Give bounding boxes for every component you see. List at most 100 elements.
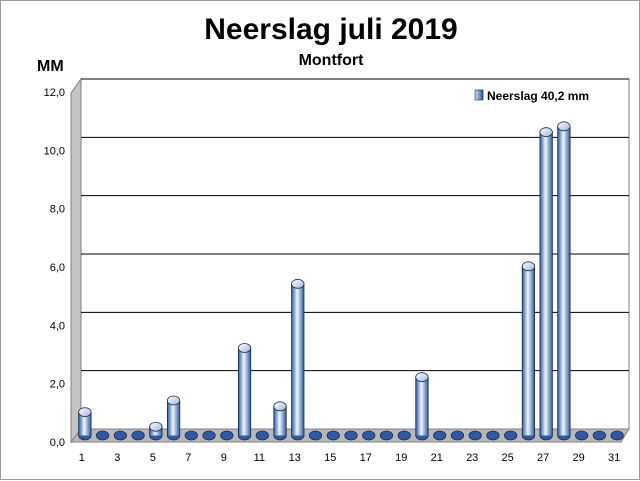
x-tick-label: 21 [431, 452, 443, 464]
bar-day-21 [433, 430, 447, 441]
x-tick-label: 25 [502, 452, 514, 464]
x-tick-label: 1 [79, 452, 85, 464]
bar-cap [521, 261, 536, 272]
bar-base [184, 430, 198, 441]
bar-base [362, 430, 376, 441]
bar-base [468, 430, 482, 441]
bar-cap [539, 127, 553, 138]
bar-day-22 [450, 430, 465, 441]
x-tick-label: 7 [185, 452, 191, 464]
bar-day-19 [397, 430, 411, 441]
bar-day-27 [539, 127, 553, 441]
bar-day-4 [131, 430, 145, 441]
y-tick-label: 10,0 [44, 145, 65, 157]
x-tick-label: 31 [608, 452, 620, 464]
bar-base [220, 430, 234, 441]
bar-cap [237, 343, 252, 353]
bar-day-23 [468, 430, 482, 441]
y-tick-label: 4,0 [50, 320, 65, 332]
x-tick-label: 11 [254, 452, 265, 464]
legend-swatch [474, 89, 484, 101]
bar-day-9 [220, 430, 234, 441]
bar-body [78, 412, 92, 436]
x-tick-label: 27 [537, 452, 549, 464]
bar-base [113, 430, 127, 441]
bar-base [255, 430, 269, 441]
bar-body [238, 348, 251, 436]
bar-base [433, 430, 447, 441]
bar-day-13 [291, 278, 305, 441]
bar-day-2 [96, 430, 110, 441]
bar-cap [78, 407, 92, 418]
legend: Neerslag 40,2 mm [474, 89, 589, 103]
bar-day-26 [521, 261, 536, 441]
x-tick-label: 13 [289, 452, 301, 464]
bars [78, 121, 624, 441]
bar-day-3 [113, 430, 127, 441]
y-axis-ticks: 0,0 2,0 4,0 6,0 8,0 10,0 12,0 [44, 87, 65, 449]
legend-label: Neerslag 40,2 mm [487, 89, 589, 103]
bar-day-18 [379, 430, 394, 441]
bar-day-24 [486, 430, 500, 441]
x-tick-label: 5 [150, 452, 156, 464]
bar-day-29 [575, 430, 589, 441]
bar-day-1 [78, 407, 92, 441]
bar-body [291, 283, 304, 436]
chart-title: Neerslag juli 2019 [204, 13, 457, 46]
bar-base [486, 430, 500, 441]
x-tick-label: 17 [360, 452, 372, 464]
x-tick-label: 3 [114, 452, 120, 464]
bar-base [379, 430, 394, 441]
bar-day-16 [344, 430, 358, 441]
bar-day-10 [237, 343, 252, 441]
bar-day-14 [308, 430, 323, 441]
bar-base [575, 430, 589, 441]
bar-day-28 [557, 121, 571, 441]
bar-day-12 [273, 401, 287, 441]
grid-lines [81, 78, 629, 372]
bar-day-5 [149, 421, 163, 441]
y-tick-label: 8,0 [50, 204, 65, 216]
bar-day-7 [184, 430, 198, 441]
chart-subtitle: Montfort [299, 52, 365, 69]
bar-day-6 [166, 395, 181, 441]
x-tick-label: 29 [573, 452, 585, 464]
bar-cap [166, 395, 181, 406]
bar-day-15 [326, 430, 340, 441]
bar-body [167, 400, 180, 436]
bar-day-11 [255, 430, 269, 441]
bar-day-17 [362, 430, 376, 441]
bar-body [522, 266, 535, 436]
bar-base [326, 430, 340, 441]
x-tick-label: 9 [221, 452, 227, 464]
bar-day-30 [592, 430, 606, 441]
bar-cap [273, 401, 287, 412]
bar-base [202, 430, 216, 441]
bar-base [450, 430, 465, 441]
bar-body [539, 132, 553, 436]
bar-base [96, 430, 110, 441]
bar-day-20 [415, 372, 429, 441]
bar-base [592, 430, 606, 441]
bar-cap [415, 372, 429, 383]
bar-day-25 [504, 430, 518, 441]
bar-cap [291, 278, 305, 289]
bar-day-8 [202, 430, 216, 441]
bar-base [131, 430, 145, 441]
bar-body [273, 406, 287, 436]
bar-base [308, 430, 323, 441]
x-axis-ticks: 1 3 5 7 9 11 13 15 17 19 21 23 25 27 29 31 [79, 452, 620, 464]
bar-base [344, 430, 358, 441]
bar-day-31 [610, 430, 624, 441]
bar-body [557, 126, 571, 436]
x-tick-label: 23 [466, 452, 478, 464]
bar-base [504, 430, 518, 441]
y-tick-label: 12,0 [44, 87, 65, 99]
bar-body [415, 377, 429, 436]
bar-base [397, 430, 411, 441]
y-tick-label: 6,0 [50, 262, 65, 274]
y-axis-label: MM [37, 58, 64, 75]
side-wall [70, 77, 82, 444]
